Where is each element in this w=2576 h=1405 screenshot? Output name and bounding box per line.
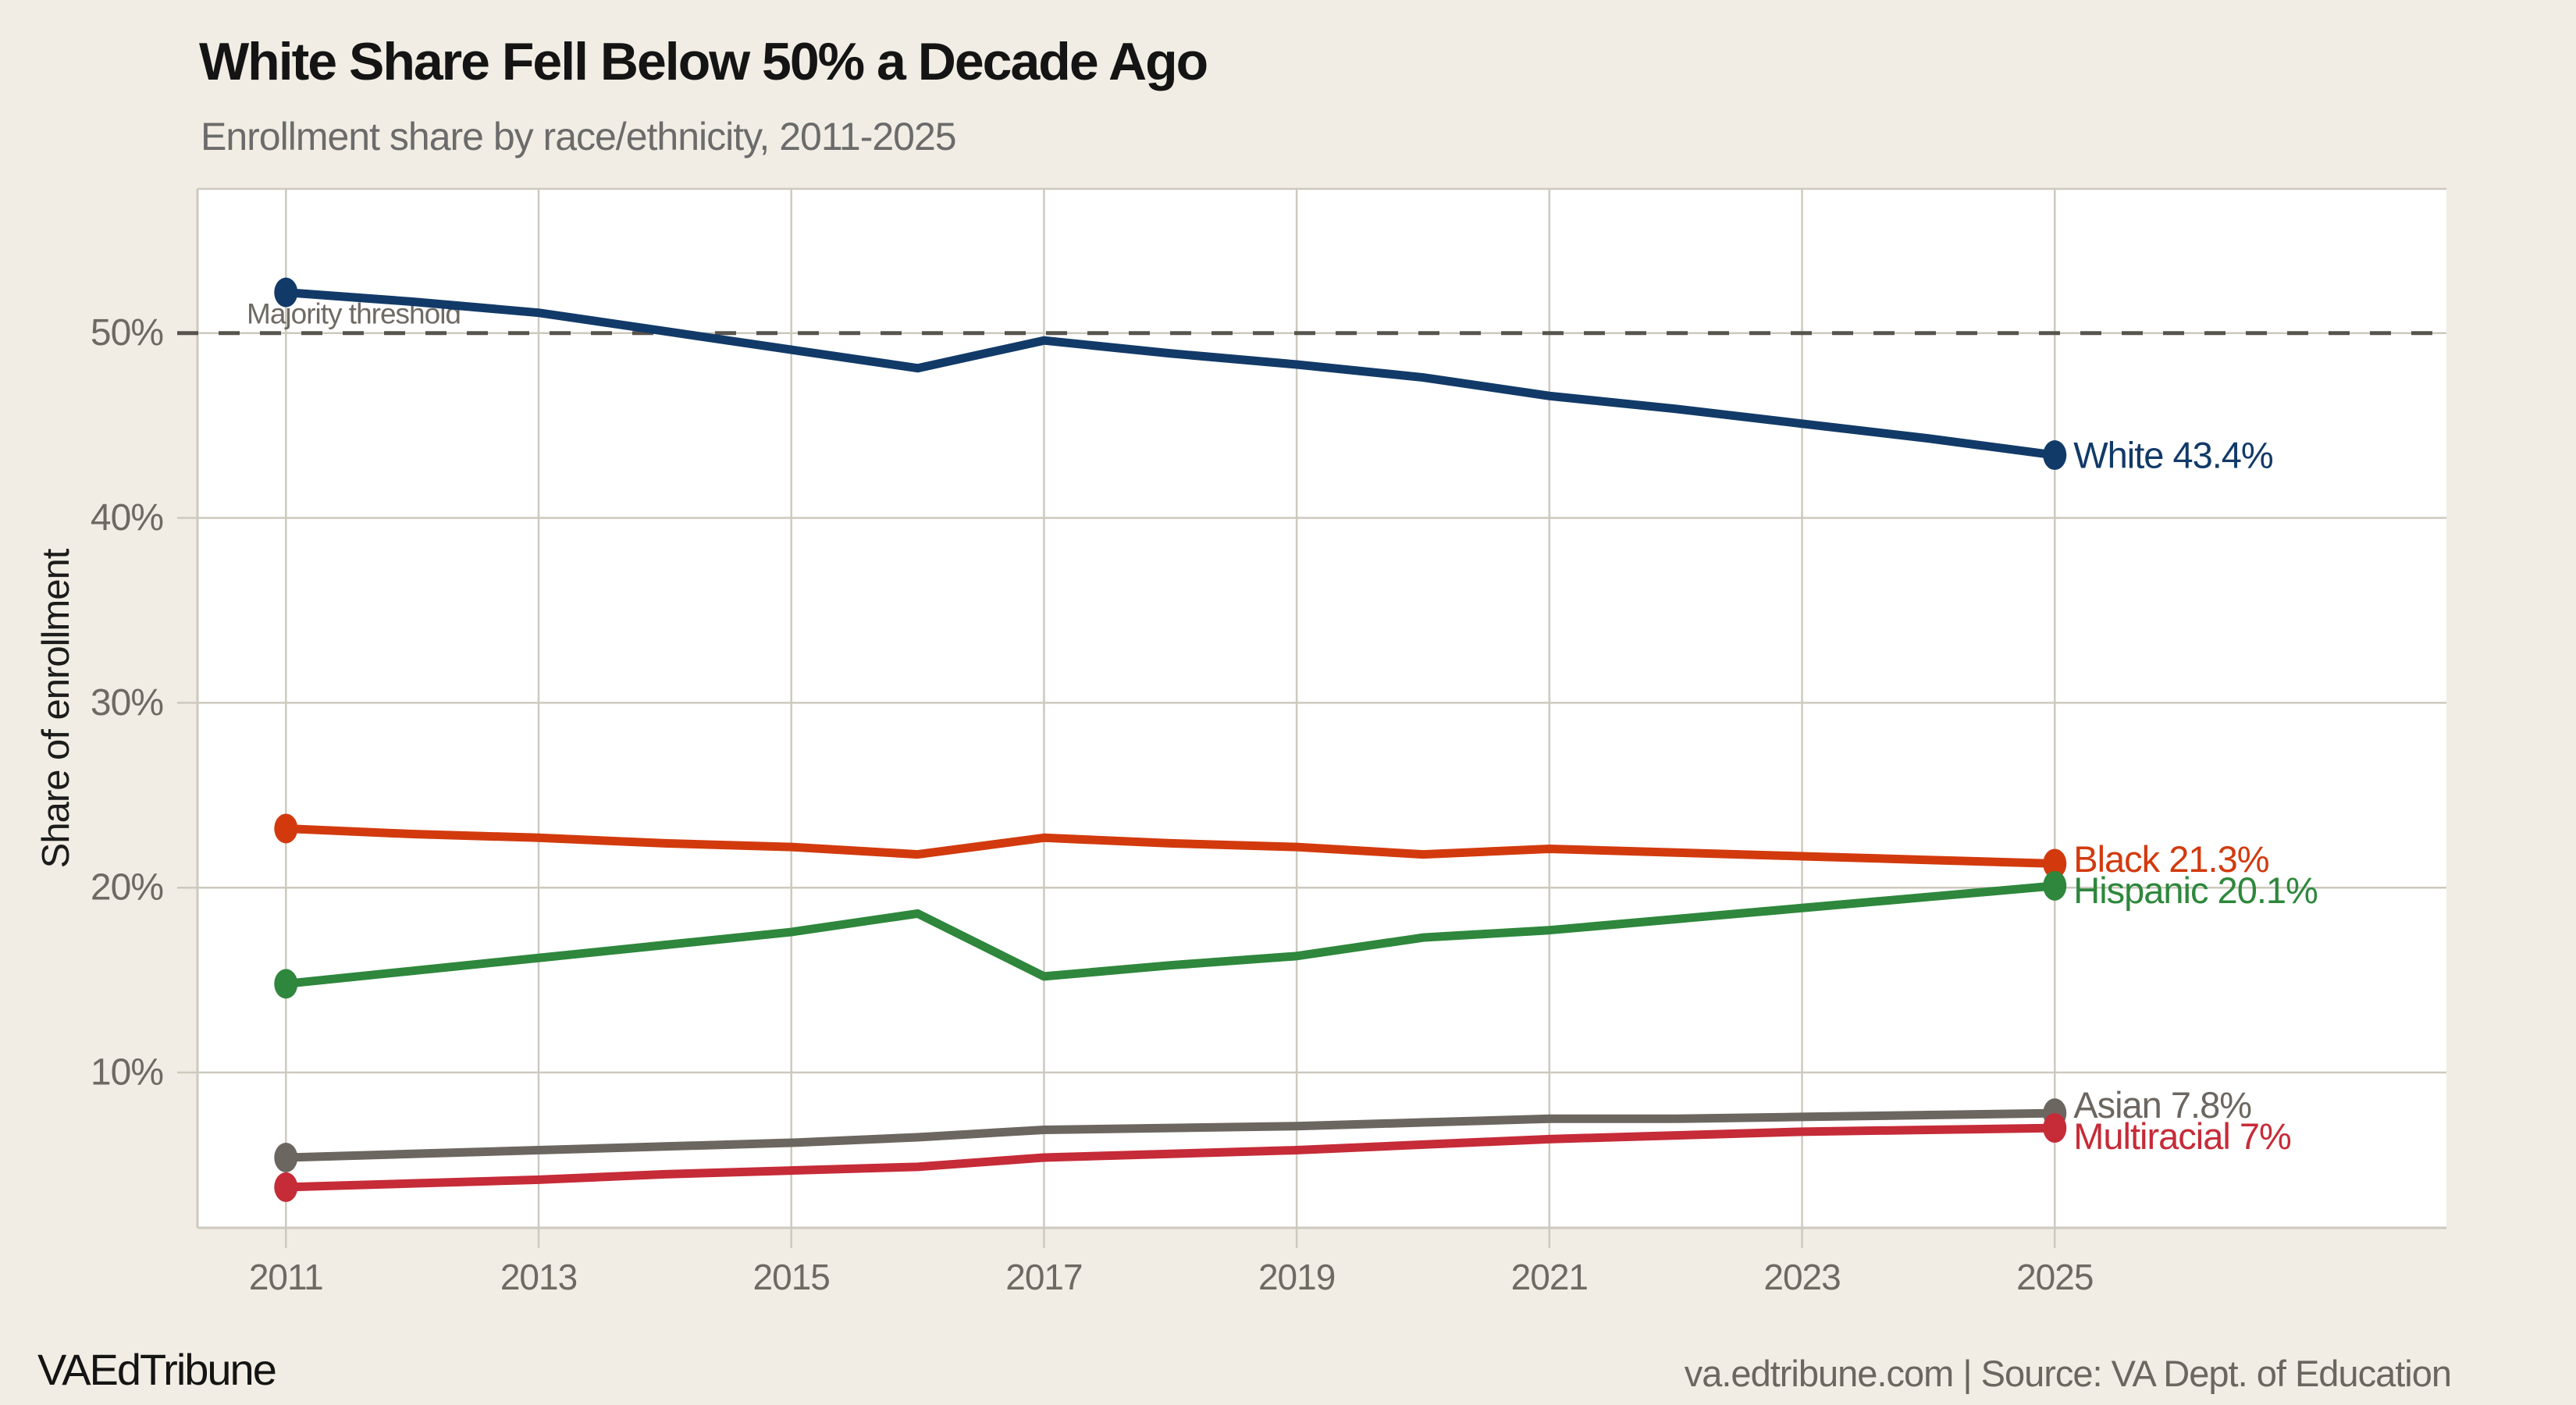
x-tick-label: 2013 xyxy=(500,1257,577,1297)
series-end-dot-hispanic xyxy=(2043,870,2067,901)
x-tick-label: 2023 xyxy=(1763,1257,1840,1297)
series-end-label-asian: Asian 7.8% xyxy=(2073,1084,2251,1126)
y-tick-label: 10% xyxy=(91,1052,163,1094)
chart-subtitle: Enrollment share by race/ethnicity, 2011… xyxy=(201,115,957,158)
series-end-label-multiracial: Multiracial 7% xyxy=(2073,1115,2291,1157)
series-end-dot-black xyxy=(2043,848,2067,879)
x-tick-label: 2019 xyxy=(1258,1257,1335,1297)
series-line-black xyxy=(281,823,2059,868)
series-line-asian xyxy=(281,1108,2059,1162)
y-tick-label: 30% xyxy=(91,682,163,724)
series-end-label-hispanic: Hispanic 20.1% xyxy=(2073,870,2318,911)
series-start-dot-asian xyxy=(274,1143,298,1173)
series-end-label-black: Black 21.3% xyxy=(2073,838,2268,880)
y-tick-label: 20% xyxy=(91,867,163,909)
y-tick-label: 50% xyxy=(91,312,163,354)
series-line-multiracial xyxy=(281,1123,2059,1192)
y-tick-label: 40% xyxy=(91,497,163,539)
plot-area xyxy=(197,189,2446,1228)
chart-title: White Share Fell Below 50% a Decade Ago xyxy=(199,32,1208,91)
series-start-dot-black xyxy=(274,813,298,844)
x-tick-label: 2015 xyxy=(753,1257,830,1297)
series-line-white xyxy=(281,288,2059,460)
series-end-dot-multiracial xyxy=(2043,1113,2067,1144)
source-attribution: va.edtribune.com | Source: VA Dept. of E… xyxy=(1684,1353,2452,1394)
series-start-dot-white xyxy=(274,277,298,308)
series-start-dot-hispanic xyxy=(274,969,298,999)
series-line-hispanic xyxy=(281,881,2059,988)
series-start-dot-multiracial xyxy=(274,1172,298,1202)
series-end-label-white: White 43.4% xyxy=(2073,435,2273,476)
x-tick-label: 2017 xyxy=(1005,1257,1082,1297)
x-tick-label: 2021 xyxy=(1511,1257,1588,1297)
brand-logo-text: VAEdTribune xyxy=(37,1345,277,1394)
series-end-dot-white xyxy=(2043,440,2067,471)
x-tick-label: 2011 xyxy=(249,1257,323,1297)
x-tick-label: 2025 xyxy=(2016,1257,2093,1297)
